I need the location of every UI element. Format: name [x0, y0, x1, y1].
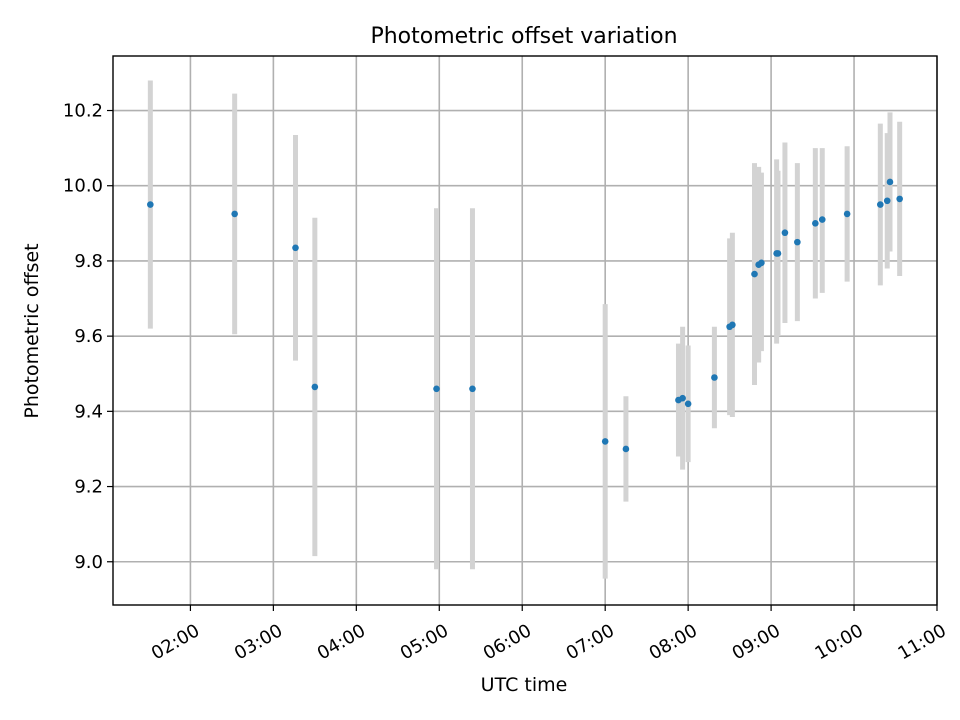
data-point	[469, 385, 476, 393]
y-tick-label: 9.8	[74, 251, 103, 272]
data-point	[774, 250, 782, 257]
y-tick-label: 9.2	[74, 477, 103, 498]
x-tick-label: 08:00	[646, 620, 701, 664]
data-point	[729, 321, 736, 329]
y-tick-label: 9.0	[74, 552, 103, 573]
data-point	[896, 195, 903, 203]
x-tick-label: 07:00	[563, 620, 618, 664]
data-point	[812, 220, 819, 227]
x-axis-label: UTC time	[481, 674, 568, 696]
x-tick-label: 09:00	[729, 620, 784, 664]
data-points	[147, 178, 903, 453]
data-point	[883, 197, 891, 205]
x-tick-label: 06:00	[480, 620, 535, 664]
data-point	[843, 210, 851, 218]
data-point	[751, 270, 758, 278]
chart-title: Photometric offset variation	[370, 24, 677, 49]
data-point	[684, 400, 692, 408]
data-point	[818, 216, 826, 223]
data-point	[794, 238, 801, 246]
data-point	[711, 374, 718, 381]
y-tick-label: 10.2	[63, 101, 103, 122]
x-tick-label: 04:00	[314, 620, 369, 664]
x-tick-label: 03:00	[231, 620, 286, 664]
data-point	[292, 244, 299, 252]
y-axis-label: Photometric offset	[21, 243, 43, 418]
x-tick-label: 02:00	[148, 620, 203, 664]
data-point	[147, 201, 154, 208]
y-tick-label: 9.4	[74, 401, 103, 422]
x-tick-label: 10:00	[812, 620, 867, 664]
data-point	[886, 178, 894, 186]
data-point	[433, 385, 440, 393]
data-point	[622, 445, 630, 453]
data-point	[311, 383, 319, 391]
x-tick-label: 11:00	[894, 620, 949, 664]
x-tick-label: 05:00	[397, 620, 452, 664]
y-tick-label: 10.0	[63, 176, 103, 197]
data-point	[679, 394, 686, 402]
data-point	[758, 259, 765, 267]
error-bars	[147, 80, 903, 579]
data-point	[601, 438, 609, 445]
data-point	[877, 201, 884, 208]
data-point	[231, 210, 238, 218]
data-point	[781, 229, 789, 237]
plot-frame	[112, 55, 938, 606]
y-tick-label: 9.6	[74, 326, 103, 347]
